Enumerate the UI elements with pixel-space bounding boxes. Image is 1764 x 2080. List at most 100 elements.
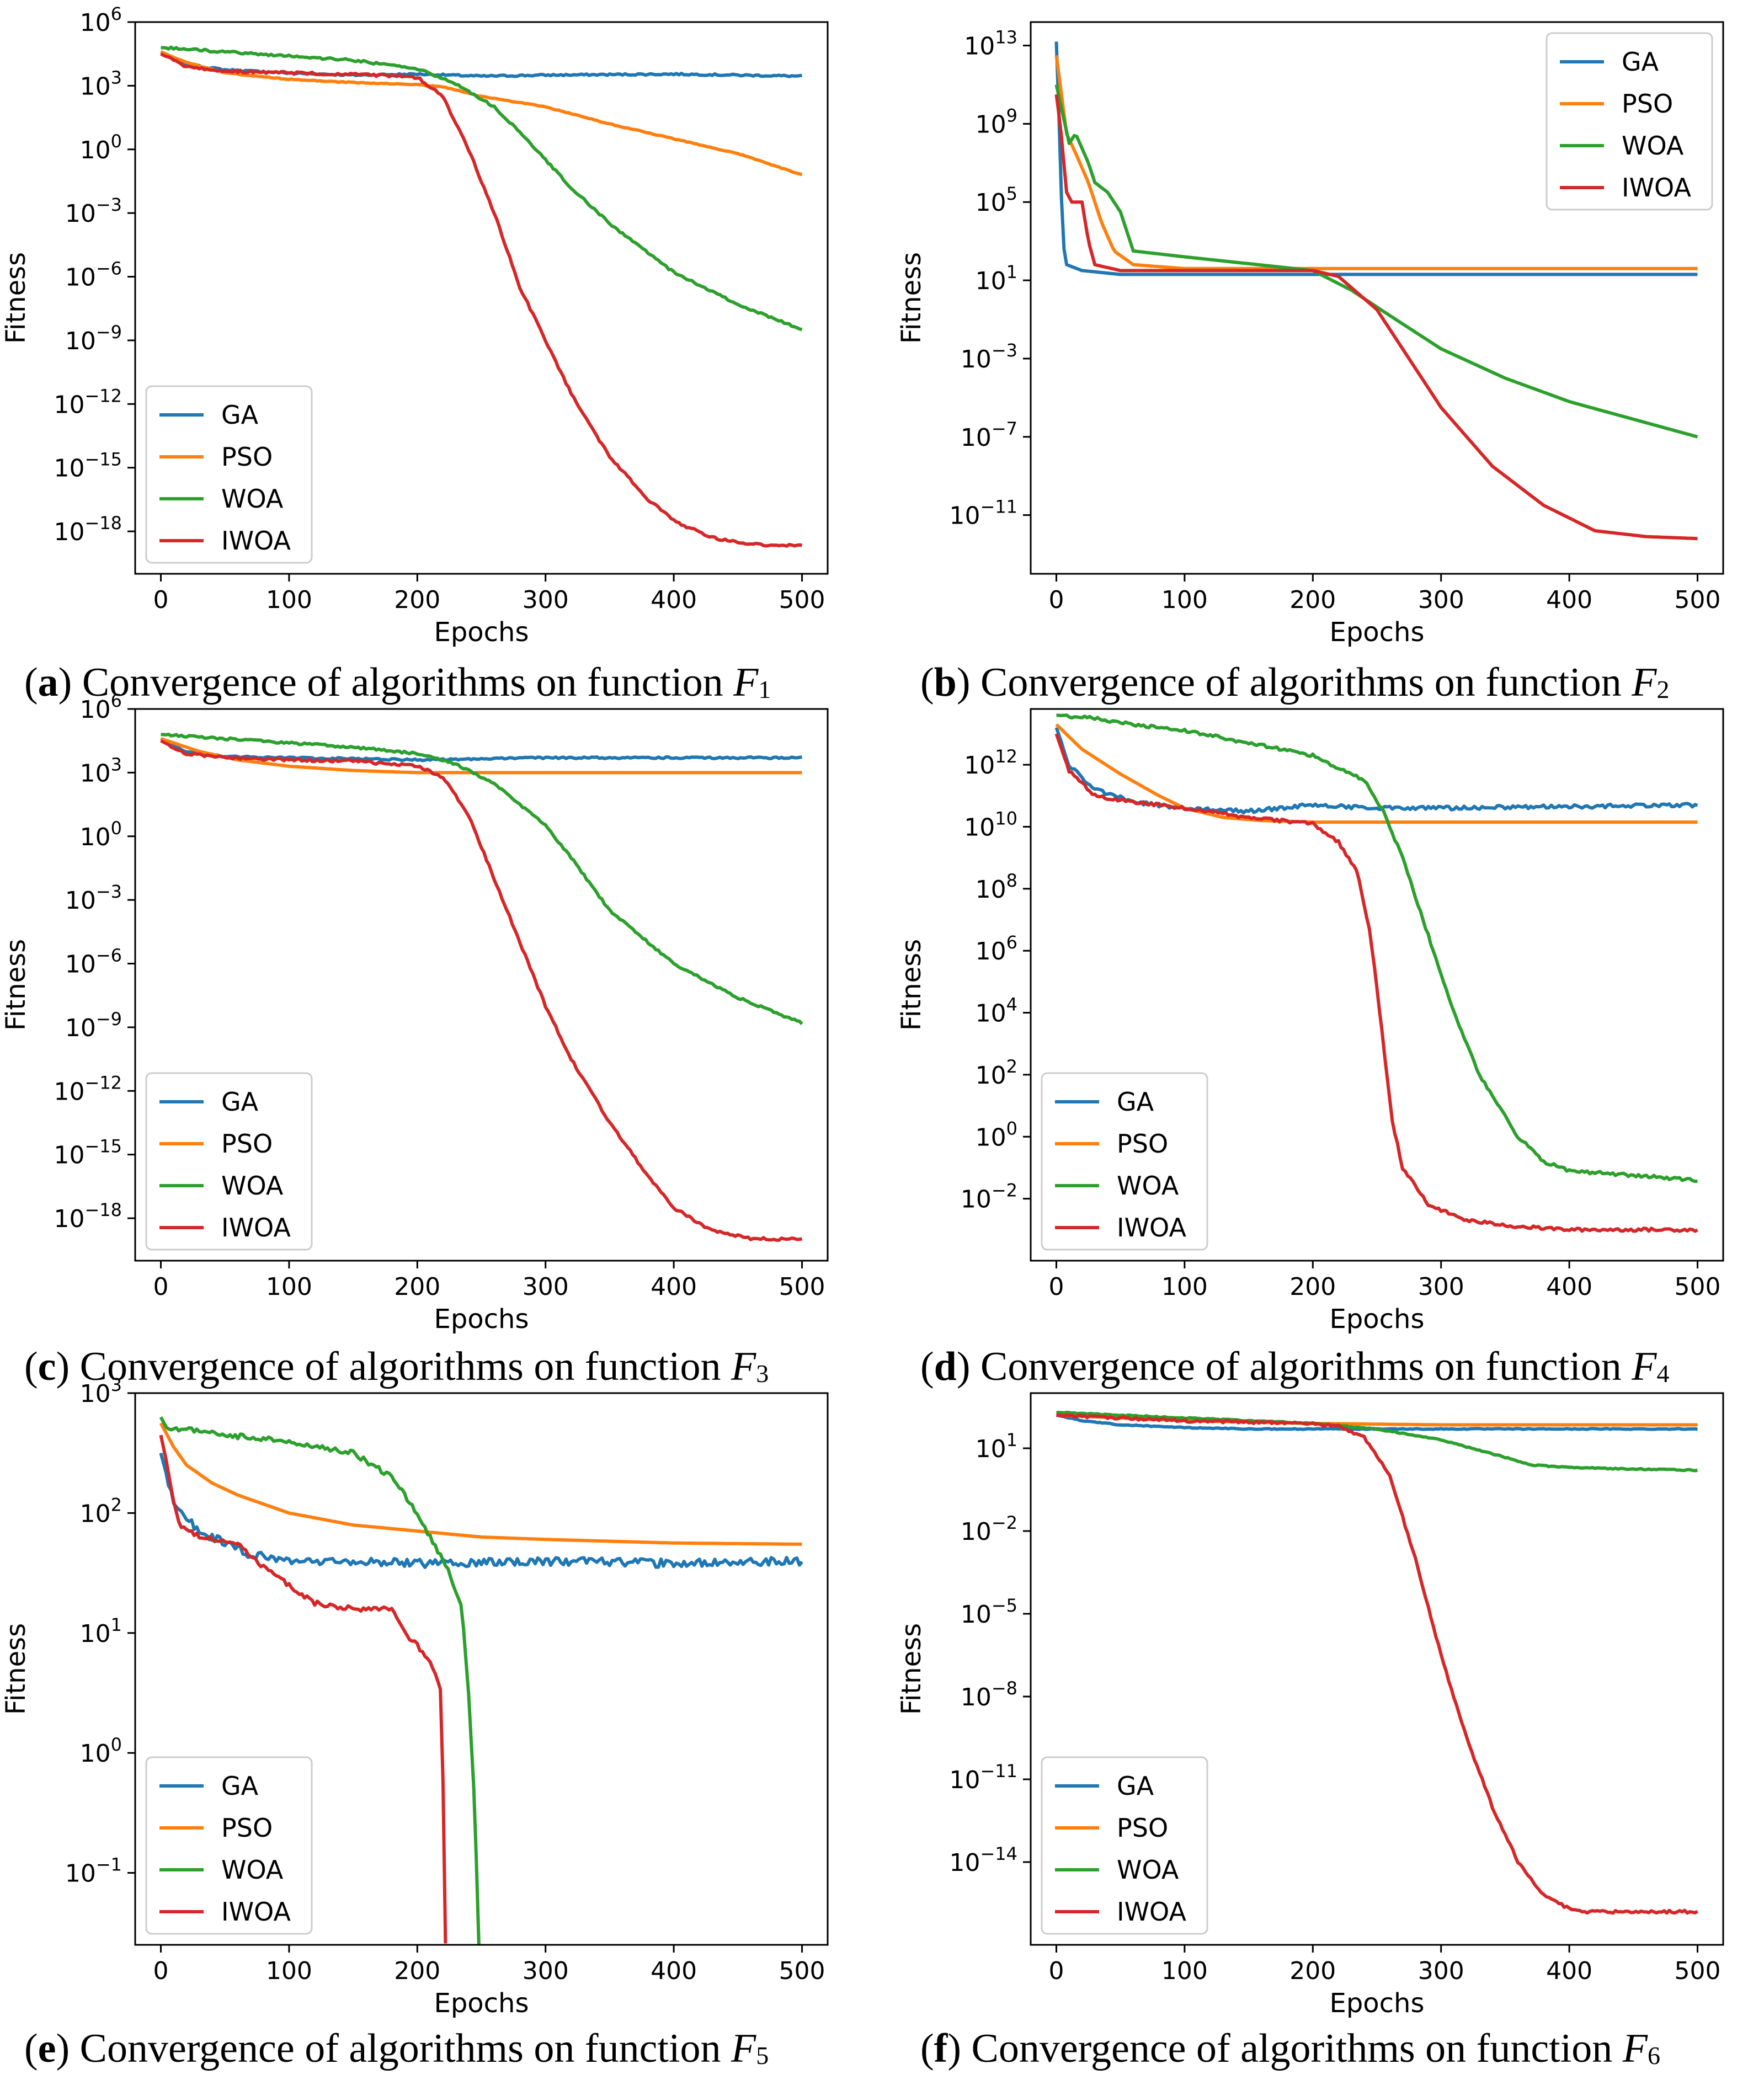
legend-label-ga-f: GA <box>1117 1771 1154 1801</box>
caption-d-sub: 4 <box>1656 1359 1670 1388</box>
caption-f-text: Convergence of algorithms on function <box>971 2026 1613 2071</box>
x-tick-label-e: 200 <box>394 1957 440 1985</box>
caption-d-text: Convergence of algorithms on function <box>980 1344 1622 1389</box>
chart-e: 0 100 200 300 400 500 103 102 101 100 10−1 Epochs Fi… <box>1 1374 829 2019</box>
x-tick-label-b: 300 <box>1418 586 1464 614</box>
y-axis-label-a: Fitness <box>1 252 31 344</box>
series-line-woa-f <box>1056 1410 1698 1473</box>
y-tick-label-a: 106 <box>80 3 122 37</box>
plot-frame-e <box>134 1392 829 1946</box>
chart-a: 0 100 200 300 400 500 106 103 100 10−3 10−6 10−9 10−… <box>1 3 829 648</box>
legend-label-pso-f: PSO <box>1117 1813 1168 1843</box>
x-tick-label-f: 400 <box>1546 1957 1592 1985</box>
caption-d: (d) Convergence of algorithms on functio… <box>920 1344 1670 1389</box>
x-tick-label-d: 300 <box>1418 1273 1464 1301</box>
x-tick-label-b: 0 <box>1048 586 1064 614</box>
series-line-iwoa-e <box>159 1434 447 1944</box>
caption-f-sub: 6 <box>1648 2041 1660 2070</box>
x-tick-label-a: 300 <box>523 586 569 614</box>
series-line-iwoa-f <box>1056 1413 1699 1915</box>
y-tick-label-e: 101 <box>80 1614 122 1648</box>
x-tick-label-e: 100 <box>266 1957 312 1985</box>
x-tick-label-a: 0 <box>153 586 168 614</box>
series-line-ga-e <box>159 1452 803 1569</box>
caption-b-fn: F <box>1632 660 1657 705</box>
x-tick-label-e: 500 <box>779 1957 825 1985</box>
y-tick-label-d: 106 <box>976 932 1017 966</box>
y-tick-label-f: 10−8 <box>961 1678 1017 1711</box>
y-tick-label-a: 10−3 <box>65 194 122 228</box>
legend-label-woa-a: WOA <box>221 484 284 514</box>
y-tick-label-a: 100 <box>80 131 122 164</box>
legend-label-woa-e: WOA <box>221 1855 284 1885</box>
y-tick-label-c: 103 <box>80 754 122 787</box>
x-tick-label-a: 200 <box>394 586 440 614</box>
x-axis-label-a: Epochs <box>434 617 529 648</box>
y-tick-label-b: 10−11 <box>949 497 1017 530</box>
legend-box-b <box>1546 32 1713 211</box>
legend-box-e <box>145 1756 313 1935</box>
x-tick-label-a: 100 <box>266 586 312 614</box>
legend-label-iwoa-f: IWOA <box>1117 1897 1186 1927</box>
y-axis-label-b: Fitness <box>896 252 927 344</box>
y-tick-label-e: 102 <box>80 1494 122 1528</box>
y-tick-label-a: 103 <box>80 67 122 100</box>
caption-f: (f) Convergence of algorithms on functio… <box>920 2026 1660 2071</box>
caption-a-text: Convergence of algorithms on function <box>82 660 723 705</box>
caption-d-fn: F <box>1632 1344 1657 1389</box>
y-tick-label-d: 104 <box>976 994 1017 1028</box>
legend-label-pso-c: PSO <box>221 1129 273 1159</box>
chart-d: 0 100 200 300 400 500 1012 1010 108 106 104 102 100 1… <box>896 708 1724 1335</box>
y-tick-label-a: 10−18 <box>54 513 122 546</box>
y-tick-label-d: 1010 <box>964 808 1017 841</box>
legend-label-iwoa-e: IWOA <box>221 1897 291 1927</box>
legend-label-pso-b: PSO <box>1622 89 1673 119</box>
y-tick-label-c: 10−15 <box>54 1136 122 1170</box>
y-tick-label-a: 10−9 <box>65 322 122 355</box>
y-tick-label-f: 10−5 <box>961 1595 1017 1629</box>
series-line-ga-b <box>1054 41 1698 276</box>
x-axis-label-e: Epochs <box>434 1988 529 2019</box>
plot-frame-b <box>1030 21 1724 575</box>
caption-d-label: d <box>934 1344 957 1389</box>
y-tick-label-c: 10−9 <box>65 1009 122 1042</box>
y-tick-label-d: 100 <box>976 1118 1017 1151</box>
y-tick-label-a: 10−6 <box>65 258 122 292</box>
caption-c-text: Convergence of algorithms on function <box>79 1344 721 1389</box>
caption-e-fn: F <box>731 2026 756 2071</box>
y-tick-label-b: 10−7 <box>961 418 1017 452</box>
x-tick-label-c: 200 <box>394 1273 440 1301</box>
y-tick-label-c: 10−3 <box>65 881 122 915</box>
y-tick-label-d: 108 <box>976 870 1017 904</box>
caption-a: (a) Convergence of algorithms on functio… <box>24 660 771 705</box>
y-tick-label-c: 100 <box>80 818 122 851</box>
legend-label-ga-d: GA <box>1117 1087 1154 1117</box>
y-tick-label-d: 1012 <box>964 746 1017 780</box>
plot-frame-f <box>1030 1392 1724 1946</box>
series-line-woa-e <box>159 1416 481 1945</box>
chart-f: 0 100 200 300 400 500 101 10−2 10−5 10−8 10−11 10−1… <box>896 1392 1724 2019</box>
x-tick-label-f: 200 <box>1289 1957 1336 1985</box>
x-tick-label-c: 500 <box>779 1273 825 1301</box>
legend-label-iwoa-a: IWOA <box>221 526 291 556</box>
caption-a-label: a <box>38 660 58 705</box>
y-tick-label-b: 109 <box>976 105 1017 138</box>
x-axis-label-b: Epochs <box>1330 617 1425 648</box>
legend-label-iwoa-c: IWOA <box>221 1213 291 1242</box>
caption-b-text: Convergence of algorithms on function <box>980 660 1622 705</box>
caption-a-fn: F <box>733 660 759 705</box>
x-tick-label-d: 200 <box>1289 1273 1336 1301</box>
plot-frame-d <box>1030 708 1724 1262</box>
y-tick-label-c: 106 <box>80 690 122 724</box>
x-tick-label-f: 300 <box>1418 1957 1464 1985</box>
x-tick-label-f: 500 <box>1675 1957 1721 1985</box>
x-tick-label-e: 300 <box>523 1957 569 1985</box>
series-line-woa-d <box>1056 713 1698 1183</box>
series-line-iwoa-c <box>160 739 803 1242</box>
legend-box-d <box>1041 1072 1208 1251</box>
caption-e: (e) Convergence of algorithms on functio… <box>24 2026 769 2071</box>
x-axis-label-d: Epochs <box>1330 1304 1425 1335</box>
y-tick-label-d: 10−2 <box>961 1180 1017 1214</box>
y-tick-label-a: 10−12 <box>54 385 122 419</box>
